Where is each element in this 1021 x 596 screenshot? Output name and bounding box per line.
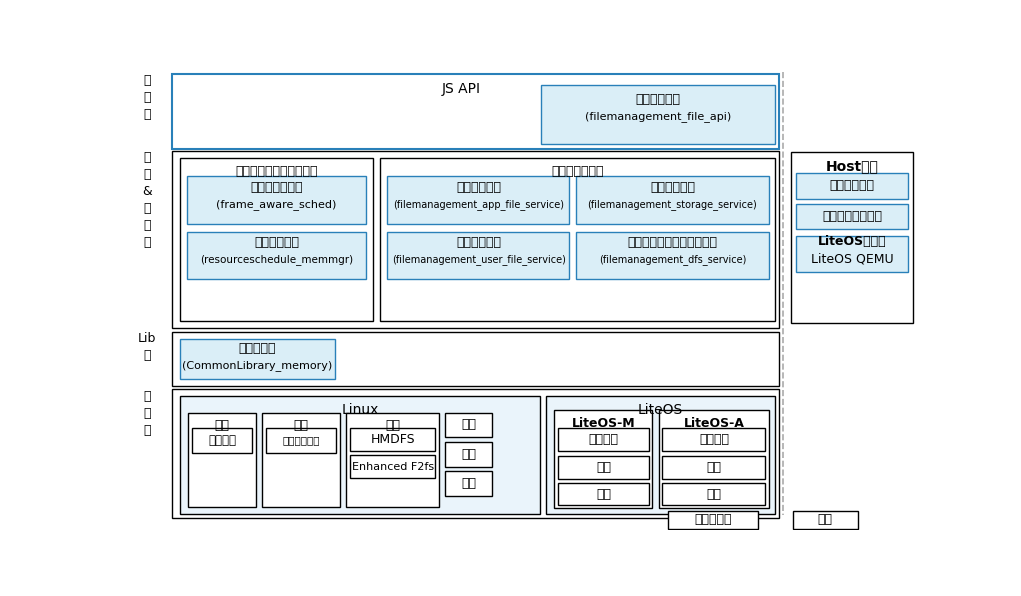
Bar: [796, 204, 908, 229]
Bar: [387, 176, 570, 224]
Text: 全局资源调度管控子系统: 全局资源调度管控子系统: [235, 164, 318, 178]
Text: (resourceschedule_memmgr): (resourceschedule_memmgr): [200, 254, 353, 265]
Bar: [172, 389, 779, 518]
Text: 存储: 存储: [385, 419, 400, 432]
Bar: [791, 153, 914, 323]
Text: JS API: JS API: [441, 82, 480, 95]
Text: 多窗口感知调度: 多窗口感知调度: [250, 181, 302, 194]
Text: (filemanagement_file_api): (filemanagement_file_api): [585, 111, 731, 122]
Text: Enhanced F2fs: Enhanced F2fs: [351, 461, 434, 471]
Text: Lib
层: Lib 层: [138, 332, 156, 362]
Bar: [546, 396, 775, 514]
Text: (filemanagement_app_file_service): (filemanagement_app_file_service): [393, 198, 565, 210]
Text: 内存: 内存: [707, 461, 722, 474]
Bar: [180, 396, 540, 514]
Text: 内存: 内存: [294, 419, 308, 432]
Text: 调度: 调度: [214, 419, 230, 432]
Text: LiteOS: LiteOS: [637, 403, 683, 417]
Bar: [663, 456, 766, 479]
Text: 子系统部件: 子系统部件: [694, 513, 731, 526]
Bar: [576, 176, 770, 224]
Bar: [557, 456, 649, 479]
Text: 调度: 调度: [707, 488, 722, 501]
Text: 文件系统: 文件系统: [699, 433, 729, 446]
Text: 接
口
层: 接 口 层: [143, 74, 151, 121]
Bar: [380, 158, 775, 321]
Text: (CommonLibrary_memory): (CommonLibrary_memory): [182, 359, 332, 371]
Text: LiteOS模拟器: LiteOS模拟器: [818, 235, 886, 248]
Text: LiteOS-M: LiteOS-M: [572, 417, 635, 430]
Text: 框
架
&
服
务
层: 框 架 & 服 务 层: [142, 151, 152, 249]
Text: 模块: 模块: [818, 513, 832, 526]
Bar: [188, 412, 256, 507]
Bar: [445, 471, 492, 496]
Bar: [346, 412, 439, 507]
Text: 驱动: 驱动: [461, 418, 476, 432]
Bar: [350, 455, 435, 478]
Text: 感知调度: 感知调度: [208, 434, 236, 447]
Text: 分布式文件系统用户态服务: 分布式文件系统用户态服务: [628, 236, 718, 249]
Text: 文件访问接口: 文件访问接口: [635, 93, 680, 106]
Text: 增强内存管理: 增强内存管理: [254, 236, 299, 249]
Text: (frame_aware_sched): (frame_aware_sched): [216, 198, 337, 210]
Text: 公共文件管理: 公共文件管理: [456, 236, 501, 249]
Text: 文件系统: 文件系统: [588, 433, 619, 446]
Text: 内
核
层: 内 核 层: [143, 390, 151, 436]
Bar: [663, 483, 766, 505]
Text: HMDFS: HMDFS: [371, 433, 415, 446]
Bar: [445, 442, 492, 467]
Bar: [557, 428, 649, 451]
Bar: [796, 235, 908, 272]
Bar: [659, 410, 770, 508]
Text: 镜像制作工具: 镜像制作工具: [830, 179, 875, 192]
Text: 文件管理子系统: 文件管理子系统: [551, 164, 603, 178]
Bar: [187, 176, 366, 224]
Text: 增强内存管理: 增强内存管理: [283, 435, 320, 445]
Text: LiteOS-A: LiteOS-A: [684, 417, 744, 430]
Bar: [266, 428, 336, 453]
Text: 存储管理部件: 存储管理部件: [650, 181, 695, 194]
Text: Linux: Linux: [341, 403, 379, 417]
Text: 内存: 内存: [596, 461, 611, 474]
Bar: [180, 158, 374, 321]
Text: 网络: 网络: [461, 448, 476, 461]
Bar: [262, 412, 340, 507]
Bar: [187, 232, 366, 280]
Bar: [172, 74, 779, 148]
Text: LiteOS QEMU: LiteOS QEMU: [811, 253, 893, 266]
Bar: [350, 428, 435, 451]
Bar: [663, 428, 766, 451]
Bar: [172, 332, 779, 386]
Bar: [172, 151, 779, 328]
Bar: [557, 483, 649, 505]
Text: (filemanagement_user_file_service): (filemanagement_user_file_service): [392, 254, 566, 265]
Text: (filemanagement_dfs_service): (filemanagement_dfs_service): [598, 254, 746, 265]
Text: 调度: 调度: [596, 488, 611, 501]
Bar: [576, 232, 770, 280]
Bar: [792, 511, 859, 529]
Bar: [541, 85, 775, 144]
Text: Host工具: Host工具: [826, 159, 879, 173]
Bar: [192, 428, 252, 453]
Bar: [796, 173, 908, 198]
Text: 安全: 安全: [461, 477, 476, 490]
Text: 文件系统拍包工具: 文件系统拍包工具: [822, 210, 882, 223]
Bar: [180, 339, 335, 378]
Bar: [668, 511, 758, 529]
Bar: [445, 412, 492, 437]
Text: 应用文件服务: 应用文件服务: [456, 181, 501, 194]
Bar: [387, 232, 570, 280]
Text: (filemanagement_storage_service): (filemanagement_storage_service): [587, 198, 758, 210]
Text: 内存基础库: 内存基础库: [238, 342, 276, 355]
Bar: [553, 410, 652, 508]
